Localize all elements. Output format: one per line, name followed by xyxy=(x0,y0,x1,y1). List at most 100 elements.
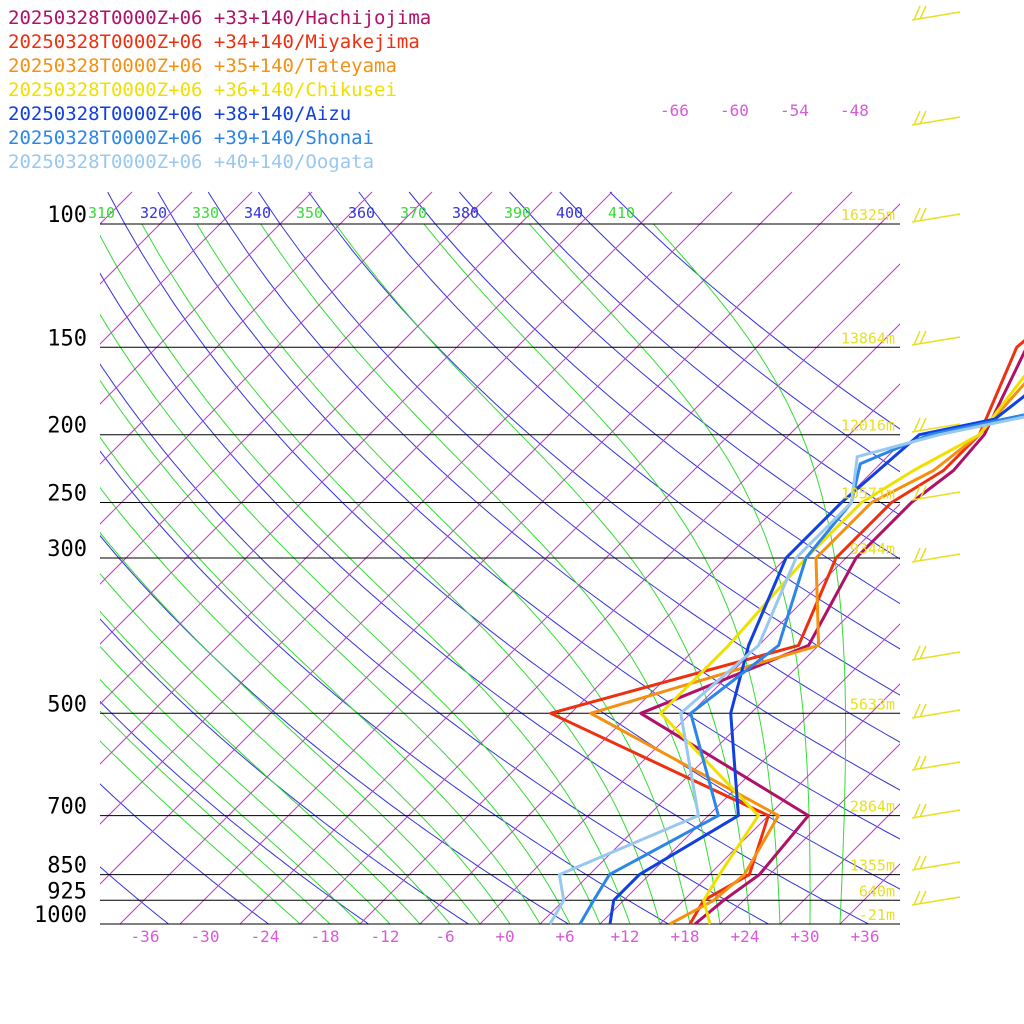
theta-label: 370 xyxy=(400,204,427,222)
series-line xyxy=(589,381,1024,926)
legend-entry-miyakejima: 20250328T0000Z+06 +34+140/Miyakejima xyxy=(8,31,420,53)
height-label: 12016m xyxy=(841,417,895,435)
x-tick-label: +0 xyxy=(495,927,514,946)
dry-adiabat-line xyxy=(100,866,169,924)
barb-staff xyxy=(911,651,961,661)
theta-label: 400 xyxy=(556,204,583,222)
dry-adiabat-line xyxy=(308,191,900,696)
height-label: 640m xyxy=(859,882,895,900)
barb-flag xyxy=(913,417,921,433)
dry-adiabat-line xyxy=(257,191,900,743)
series-line xyxy=(639,349,1024,926)
height-label: 10571m xyxy=(841,485,895,503)
x-tick-label: +18 xyxy=(671,927,700,946)
barb-flag xyxy=(919,207,927,222)
dry-adiabat-line xyxy=(100,534,569,924)
dry-adiabat-line xyxy=(458,191,900,560)
wind-barb xyxy=(911,110,961,126)
barb-flag xyxy=(919,485,927,500)
barb-flag xyxy=(919,803,927,818)
isotherm-line xyxy=(100,191,253,345)
barb-flag xyxy=(919,330,927,345)
legend-entry-tateyama: 20250328T0000Z+06 +35+140/Tateyama xyxy=(8,55,397,77)
dry-adiabat-line xyxy=(100,363,769,924)
height-label: 1355m xyxy=(850,857,895,875)
pressure-tick-label: 250 xyxy=(47,482,87,507)
x-tick-label: +24 xyxy=(731,927,760,946)
sounding-profiles xyxy=(548,339,1024,926)
series-line xyxy=(659,374,1024,925)
wind-barb xyxy=(911,645,961,661)
pressure-tick-label: 150 xyxy=(47,326,87,351)
legend-entry-aizu: 20250328T0000Z+06 +38+140/Aizu xyxy=(8,103,352,125)
wind-barb xyxy=(911,207,961,223)
theta-label: 360 xyxy=(348,204,375,222)
wind-barb xyxy=(911,855,961,871)
moist-adiabat-line xyxy=(100,740,301,924)
dry-adiabat-line xyxy=(207,191,900,791)
height-label: 2864m xyxy=(850,798,895,816)
moist-adiabat-line xyxy=(260,223,721,924)
x-tick-label: -12 xyxy=(371,927,400,946)
pressure-tick-label: 1000 xyxy=(34,903,87,928)
wind-barb xyxy=(911,330,961,346)
wind-barb xyxy=(911,5,961,21)
pressure-tick-label: 200 xyxy=(47,414,87,439)
dry-adiabat-line xyxy=(509,191,900,516)
theta-label: 340 xyxy=(244,204,271,222)
wind-barb xyxy=(911,803,961,819)
x-tick-label: -24 xyxy=(251,927,280,946)
wind-barb xyxy=(911,485,961,501)
dry-adiabat-line xyxy=(100,618,469,924)
barb-staff xyxy=(911,709,961,719)
barb-staff xyxy=(911,761,961,771)
pressure-tick-label: 100 xyxy=(47,203,87,228)
pressure-tick-label: 850 xyxy=(47,854,87,879)
x-tick-label: +6 xyxy=(555,927,574,946)
barb-flag xyxy=(913,755,921,771)
x-tick-label: -30 xyxy=(191,927,220,946)
barb-flag xyxy=(913,485,921,501)
pressure-tick-label: 700 xyxy=(47,795,87,820)
barb-flag xyxy=(913,703,921,719)
barb-staff xyxy=(911,553,961,563)
barb-flag xyxy=(913,5,921,21)
legend: 20250328T0000Z+06 +33+140/Hachijojima 20… xyxy=(8,6,431,174)
wind-barb xyxy=(911,755,961,771)
isotherm-line xyxy=(599,623,900,924)
barb-flag xyxy=(913,803,921,819)
x-tick-label: -18 xyxy=(311,927,340,946)
legend-entry-chikusei: 20250328T0000Z+06 +36+140/Chikusei xyxy=(8,79,397,101)
dry-adiabat-line xyxy=(100,700,369,924)
barb-flag xyxy=(919,855,927,870)
dry-adiabat-line xyxy=(107,191,900,890)
isotherm-line xyxy=(659,683,900,924)
isotherm-line xyxy=(539,563,900,924)
isotherm-line xyxy=(960,192,1024,924)
theta-label: 310 xyxy=(88,204,115,222)
height-label: -21m xyxy=(859,906,895,924)
moist-adiabat-line xyxy=(100,379,571,924)
dry-adiabat-line xyxy=(358,191,900,650)
barb-staff xyxy=(911,213,961,223)
x-tick-label: +36 xyxy=(851,927,880,946)
series-line xyxy=(608,394,1024,925)
barb-flag xyxy=(913,207,921,223)
barb-staff xyxy=(911,809,961,819)
dry-adiabat-line xyxy=(100,783,269,924)
legend-entry-hachijojima: 20250328T0000Z+06 +33+140/Hachijojima xyxy=(8,7,432,29)
theta-label: 320 xyxy=(140,204,167,222)
pressure-tick-label: 925 xyxy=(47,879,87,904)
isotherm-line xyxy=(100,191,373,465)
height-label: 16325m xyxy=(841,206,895,224)
barb-staff xyxy=(911,11,961,21)
wind-barb xyxy=(911,703,961,719)
barb-staff xyxy=(911,861,961,871)
upper-temp-label: -48 xyxy=(840,101,869,120)
upper-temp-label: -54 xyxy=(780,101,809,120)
legend-entry-oogata: 20250328T0000Z+06 +40+140/Oogata xyxy=(8,151,375,173)
barb-flag xyxy=(919,890,927,905)
barb-flag xyxy=(919,547,927,562)
